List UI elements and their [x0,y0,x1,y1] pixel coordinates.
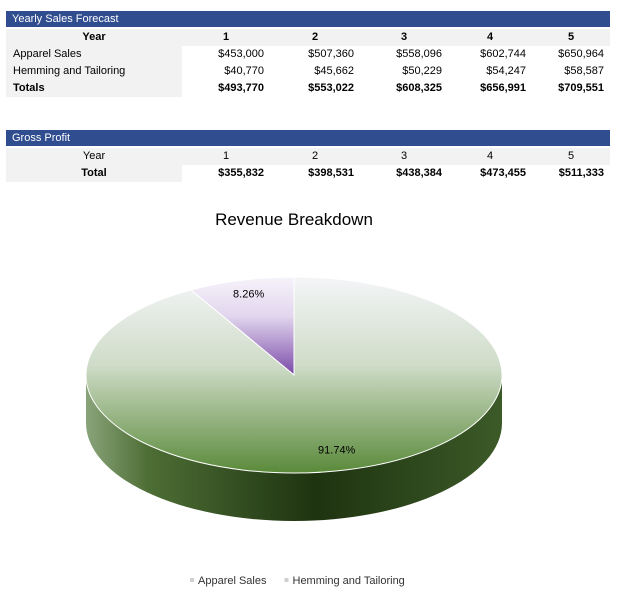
column-header: 5 [567,31,575,43]
row-bg [6,63,182,80]
pie-slice [85,276,503,474]
row-label: Year [82,31,106,43]
cell-value: $50,229 [402,65,442,77]
cell-value: $40,770 [224,65,264,77]
cell-value: $656,991 [480,82,526,94]
column-header: 2 [311,150,319,162]
row-label: Apparel Sales [13,48,82,60]
cell-value: $473,455 [480,167,526,179]
row-label: Total [81,167,107,179]
cell-value: $709,551 [558,82,604,94]
data-label: 91.74% [318,445,356,457]
row-label: Totals [13,82,45,94]
cell-value: $558,096 [396,48,442,60]
cell-value: $608,325 [396,82,442,94]
cell-value: $58,587 [564,65,604,77]
column-header: 3 [400,31,408,43]
column-header: 4 [486,150,494,162]
row-bg [6,29,610,46]
legend-label: Apparel Sales [198,575,267,587]
cell-value: $453,000 [218,48,264,60]
row-bg [6,148,610,165]
legend-swatch [284,578,289,582]
table-title: Gross Profit [6,130,610,146]
cell-value: $511,333 [558,167,604,179]
column-header: 2 [311,31,319,43]
cell-value: $398,531 [308,167,354,179]
cell-value: $438,384 [396,167,442,179]
pie-side [86,375,502,521]
legend-label: Hemming and Tailoring [293,575,405,587]
chart-title: Revenue Breakdown [215,210,373,229]
column-header: 1 [222,150,230,162]
cell-value: $355,832 [218,167,264,179]
cell-value: $650,964 [558,48,604,60]
column-header: 3 [400,150,408,162]
pie-slice [189,276,295,377]
cell-value: $507,360 [308,48,354,60]
row-label: Year [82,150,106,162]
column-header: 1 [222,31,230,43]
table-title: Yearly Sales Forecast [6,11,610,27]
row-label: Hemming and Tailoring [13,65,126,77]
cell-value: $493,770 [218,82,264,94]
legend-swatch [190,578,194,582]
cell-value: $45,662 [314,65,354,77]
row-bg [6,46,182,63]
column-header: 5 [567,150,575,162]
column-header: 4 [486,31,494,43]
row-bg [6,80,182,97]
cell-value: $54,247 [486,65,526,77]
row-bg [6,165,182,182]
cell-value: $553,022 [308,82,354,94]
data-label: 8.26% [233,288,264,300]
cell-value: $602,744 [480,48,526,60]
